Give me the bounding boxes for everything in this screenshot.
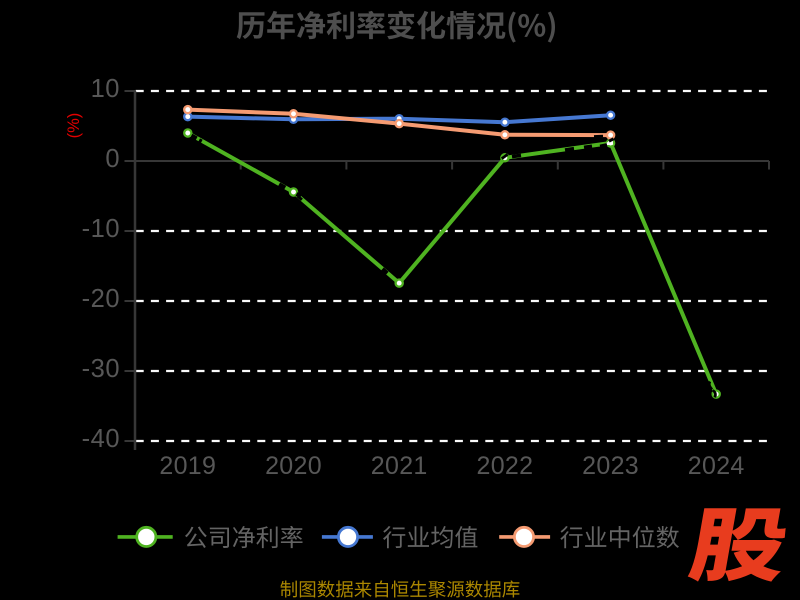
svg-text:2022: 2022 bbox=[476, 452, 533, 480]
svg-text:(%): (%) bbox=[65, 113, 83, 139]
svg-text:0: 0 bbox=[105, 145, 120, 173]
svg-text:2020: 2020 bbox=[265, 452, 322, 480]
svg-text:-10: -10 bbox=[82, 215, 120, 243]
svg-text:2023: 2023 bbox=[582, 452, 639, 480]
svg-text:2024: 2024 bbox=[688, 452, 745, 480]
svg-text:-30: -30 bbox=[82, 355, 120, 383]
svg-text:-40: -40 bbox=[82, 425, 120, 453]
svg-text:-20: -20 bbox=[82, 285, 120, 313]
svg-text:2021: 2021 bbox=[371, 452, 428, 480]
svg-text:2019: 2019 bbox=[159, 452, 216, 480]
svg-text:10: 10 bbox=[91, 75, 120, 103]
